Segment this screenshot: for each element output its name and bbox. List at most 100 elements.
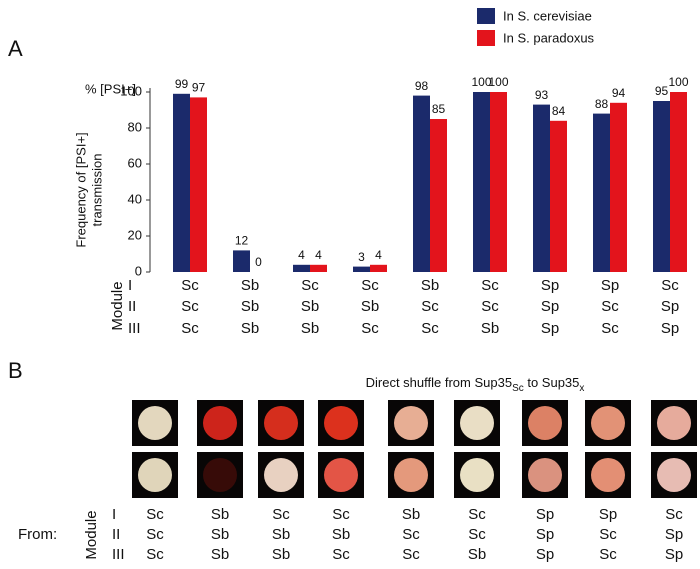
colony (460, 458, 494, 492)
module-cell: Sp (661, 320, 679, 337)
panel-label: A (8, 36, 23, 61)
title-part: x (579, 383, 584, 394)
module-cell: Sb (421, 277, 439, 294)
colony (591, 406, 625, 440)
colony (324, 406, 358, 440)
legend-label: In S. paradoxus (503, 30, 595, 45)
module-cell: Sb (211, 546, 229, 563)
module-cell: Sc (601, 320, 619, 337)
module-cell: Sp (599, 506, 617, 523)
module-cell: Sb (272, 526, 290, 543)
module-row-label: I (128, 277, 132, 294)
module-cell: Sc (146, 526, 164, 543)
module-cell: Sp (536, 546, 554, 563)
module-cell: Sc (468, 526, 486, 543)
module-cell: Sp (665, 546, 683, 563)
module-cell: Sb (211, 526, 229, 543)
colony (394, 458, 428, 492)
value-label: 98 (415, 79, 429, 93)
y-tick-label: 20 (128, 227, 142, 242)
module-cell: Sc (332, 546, 350, 563)
module-cell: Sc (272, 506, 290, 523)
colony (657, 406, 691, 440)
bar (610, 102, 627, 272)
module-cell: Sc (181, 320, 199, 337)
value-label: 3 (358, 250, 365, 264)
y-axis-label: transmission (89, 154, 104, 227)
module-cell: Sb (332, 526, 350, 543)
colony (460, 406, 494, 440)
module-cell: Sc (402, 546, 420, 563)
module-cell: Sc (599, 526, 617, 543)
legend-swatch (477, 30, 495, 46)
bar (593, 113, 610, 272)
bar (233, 250, 250, 272)
colony (324, 458, 358, 492)
from-label: From: (18, 526, 57, 543)
title-part: to Sup35 (524, 375, 580, 390)
module-cell: Sb (481, 320, 499, 337)
module-cell: Sc (361, 277, 379, 294)
value-label: 4 (375, 248, 382, 262)
y-header: % [PSI+] (85, 81, 136, 96)
colony (138, 406, 172, 440)
module-cell: Sc (181, 298, 199, 315)
colony (138, 458, 172, 492)
value-label: 97 (192, 81, 206, 95)
module-label: Module (109, 281, 126, 330)
module-row-label: II (112, 526, 120, 543)
module-cell: Sc (481, 277, 499, 294)
value-label: 0 (255, 255, 262, 269)
module-cell: Sp (665, 526, 683, 543)
module-cell: Sc (601, 298, 619, 315)
module-cell: Sb (468, 546, 486, 563)
bar (533, 104, 550, 272)
bar (353, 266, 370, 272)
value-label: 100 (471, 75, 491, 89)
colony (591, 458, 625, 492)
colony (394, 406, 428, 440)
value-label: 95 (655, 84, 669, 98)
module-cell: Sp (541, 298, 559, 315)
module-cell: Sp (536, 506, 554, 523)
y-tick-label: 80 (128, 119, 142, 134)
legend-swatch (477, 8, 495, 24)
bar (550, 120, 567, 272)
value-label: 99 (175, 77, 189, 91)
module-cell: Sc (421, 298, 439, 315)
module-cell: Sc (332, 506, 350, 523)
bar (190, 97, 207, 273)
y-axis-label: Frequency of [PSI+] (73, 132, 88, 247)
module-cell: Sb (361, 298, 379, 315)
y-tick-label: 0 (135, 263, 142, 278)
module-cell: Sp (661, 298, 679, 315)
bar (370, 264, 387, 272)
legend-label: In S. cerevisiae (503, 8, 592, 23)
colony (264, 458, 298, 492)
module-cell: Sb (211, 506, 229, 523)
bar (670, 92, 687, 272)
module-cell: Sc (599, 546, 617, 563)
module-row-label: III (128, 320, 141, 337)
module-cell: Sb (241, 320, 259, 337)
module-cell: Sb (402, 506, 420, 523)
value-label: 4 (298, 248, 305, 262)
module-cell: Sc (421, 320, 439, 337)
module-cell: Sc (301, 277, 319, 294)
module-cell: Sb (301, 298, 319, 315)
value-label: 100 (488, 75, 508, 89)
module-cell: Sc (361, 320, 379, 337)
module-cell: Sc (402, 526, 420, 543)
bar (293, 264, 310, 272)
y-tick-label: 60 (128, 155, 142, 170)
value-label: 88 (595, 97, 609, 111)
bar (653, 101, 670, 272)
module-cell: Sb (301, 320, 319, 337)
module-cell: Sc (481, 298, 499, 315)
module-label: Module (83, 510, 100, 559)
value-label: 93 (535, 88, 549, 102)
module-row-label: I (112, 506, 116, 523)
value-label: 4 (315, 248, 322, 262)
module-cell: Sc (661, 277, 679, 294)
